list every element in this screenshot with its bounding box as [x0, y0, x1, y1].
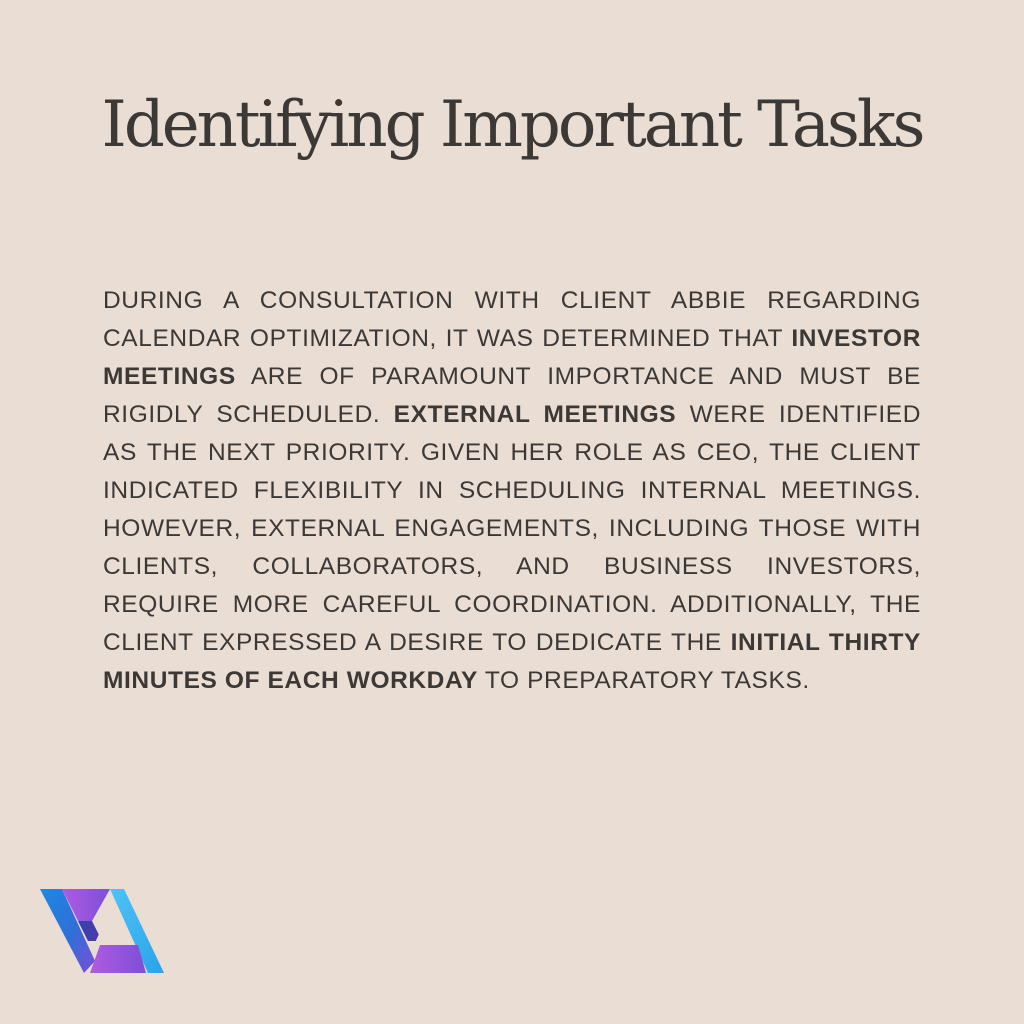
emphasis-investor-meetings: investor meetings — [103, 325, 921, 390]
emphasis-initial-thirty-minutes: initial thirty minutes of each workday — [103, 629, 921, 694]
text-segment: are of paramount importance and must be … — [103, 363, 921, 428]
text-segment: to preparatory tasks. — [477, 667, 810, 694]
text-segment: During a consultation with client Abbie … — [103, 287, 921, 352]
va-monogram-logo — [40, 889, 164, 973]
page-title: Identifying Important Tasks — [101, 88, 926, 162]
emphasis-external-meetings: External meetings — [393, 401, 677, 428]
text-segment: were identified as the next priority. Gi… — [103, 401, 922, 656]
body-paragraph: During a consultation with client Abbie … — [103, 282, 921, 700]
logo-graphic — [40, 889, 164, 973]
